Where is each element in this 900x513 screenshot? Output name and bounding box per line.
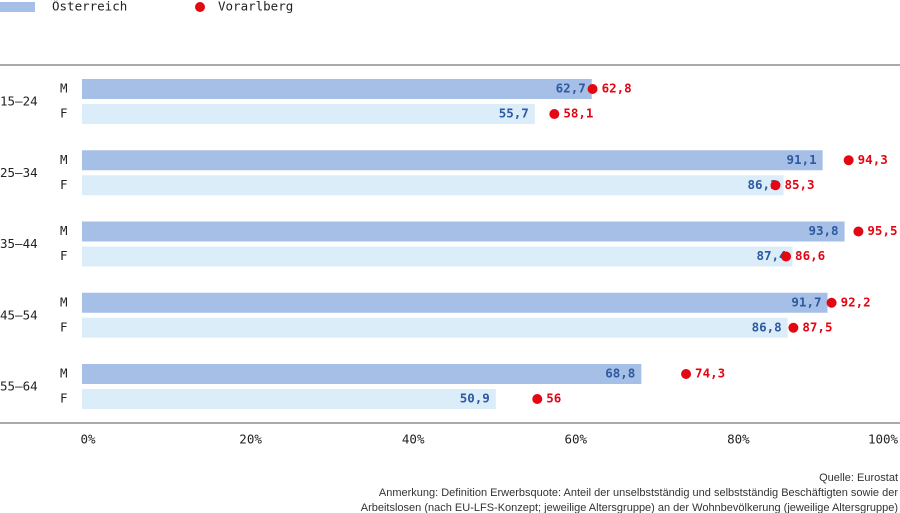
dot-value-label: 74,3 (695, 366, 725, 381)
dot-value-label: 62,8 (602, 81, 632, 96)
dot (532, 394, 543, 404)
note-line: Anmerkung: Definition Erwerbsquote: Ante… (379, 487, 898, 499)
bar-value-label: 86,8 (752, 319, 782, 334)
sub-label: M (60, 223, 68, 238)
sub-label: F (60, 106, 68, 121)
sub-label: F (60, 319, 68, 334)
dot (681, 369, 692, 379)
dot-value-label: 58,1 (563, 106, 593, 121)
sub-label: M (60, 81, 68, 96)
sub-label: M (60, 366, 68, 381)
bar-value-label: 91,1 (787, 152, 817, 167)
sub-label: M (60, 294, 68, 309)
dot (853, 226, 864, 237)
group-label: 25–34 (0, 165, 38, 180)
dot (788, 322, 799, 333)
bar-value-label: 68,8 (605, 366, 635, 381)
dot (587, 84, 598, 94)
group-label: 55–64 (0, 379, 38, 394)
note-line: Arbeitslosen (nach EU-LFS-Konzept; jewei… (361, 502, 898, 513)
bar (82, 364, 642, 384)
dot (843, 155, 854, 166)
dot (549, 109, 560, 119)
bar (82, 389, 496, 409)
bar (82, 175, 784, 196)
dot (781, 251, 792, 262)
sub-label: M (60, 152, 68, 167)
bar-value-label: 62,7 (556, 81, 586, 96)
x-tick-label: 80% (727, 432, 750, 447)
dot-value-label: 94,3 (858, 152, 888, 167)
bar-value-label: 87,4 (756, 248, 786, 263)
source: Quelle: Eurostat (819, 472, 898, 484)
sub-label: F (60, 248, 68, 263)
x-tick-label: 100% (868, 432, 899, 447)
x-tick-label: 40% (402, 432, 425, 447)
sub-label: F (60, 391, 68, 406)
bar (82, 79, 592, 99)
bar-value-label: 93,8 (808, 223, 838, 238)
dot (770, 180, 781, 191)
group-label: 45–54 (0, 307, 38, 322)
bar (82, 292, 828, 313)
sub-label: F (60, 177, 68, 192)
legend-swatch (0, 2, 35, 12)
dot-value-label: 87,5 (802, 319, 832, 334)
bar (82, 104, 535, 124)
legend-label: Österreich (52, 0, 127, 14)
bar-value-label: 91,7 (791, 294, 821, 309)
x-tick-label: 0% (80, 432, 96, 447)
group-label: 15–24 (0, 94, 38, 109)
dot-value-label: 86,6 (795, 248, 825, 263)
bar-value-label: 86,3 (748, 177, 778, 192)
dot-value-label: 95,5 (867, 223, 897, 238)
group-label: 35–44 (0, 236, 38, 251)
legend-dot (195, 2, 205, 12)
dot-value-label: 56 (546, 391, 561, 406)
bar-value-label: 55,7 (499, 106, 529, 121)
dot-value-label: 85,3 (784, 177, 814, 192)
bar (82, 317, 788, 338)
bar (82, 246, 793, 267)
bar-value-label: 50,9 (460, 391, 490, 406)
bar (82, 221, 845, 242)
bar (82, 150, 823, 171)
dot (826, 297, 837, 308)
dot-value-label: 92,2 (841, 294, 871, 309)
legend-label: Vorarlberg (218, 0, 293, 14)
x-tick-label: 60% (565, 432, 588, 447)
x-tick-label: 20% (239, 432, 262, 447)
